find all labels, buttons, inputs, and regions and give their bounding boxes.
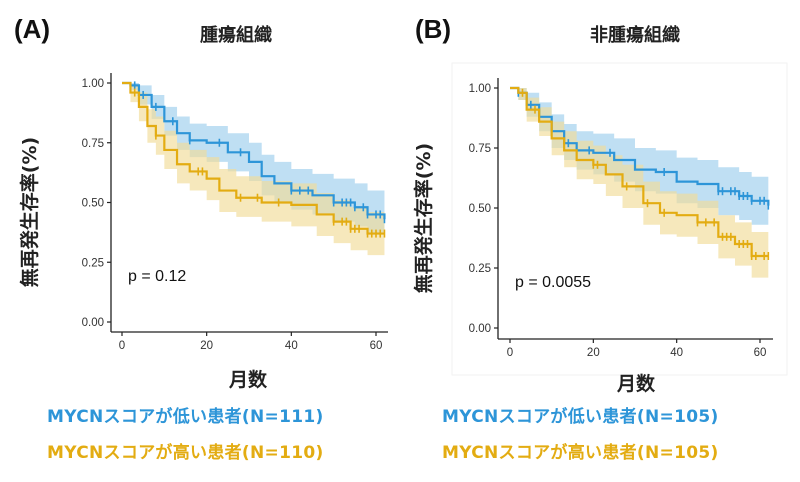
- y-tick-label: 0.00: [469, 323, 491, 335]
- survival-curve-low: [122, 81, 386, 220]
- y-tick-label: 0.25: [469, 263, 491, 275]
- x-tick-label: 20: [587, 347, 600, 359]
- y-tick-label: 0.75: [82, 138, 104, 150]
- x-tick-label: 60: [370, 340, 383, 352]
- y-axis-label: 無再発生存率(%): [412, 143, 435, 293]
- y-tick-label: 0.00: [82, 317, 104, 329]
- y-tick-label: 0.75: [469, 143, 491, 155]
- x-axis-label: 月数: [228, 368, 268, 391]
- y-tick-label: 1.00: [82, 78, 104, 90]
- x-tick-label: 0: [507, 347, 513, 359]
- legend-b-low: MYCNスコアが低い患者(N=105): [442, 402, 719, 427]
- y-tick-label: 1.00: [469, 83, 491, 95]
- legend-b-high-label: MYCNスコアが高い患者(N=105): [442, 443, 719, 463]
- panel-a-title: 腫瘍組織: [200, 25, 272, 46]
- y-tick-label: 0.50: [82, 198, 104, 210]
- ci-band-high: [122, 83, 385, 256]
- legend-a-low: MYCNスコアが低い患者(N=111): [47, 402, 324, 427]
- legend-a-high-label: MYCNスコアが高い患者(N=110): [47, 443, 324, 463]
- panel-b-title: 非腫瘍組織: [590, 25, 680, 46]
- p-value-annotation: p = 0.0055: [515, 274, 591, 291]
- x-tick-label: 40: [670, 347, 683, 359]
- p-value-annotation: p = 0.12: [128, 268, 186, 285]
- y-tick-label: 0.50: [469, 203, 491, 215]
- ci-band-low: [510, 88, 769, 230]
- x-tick-label: 60: [754, 347, 767, 359]
- y-tick-label: 0.25: [82, 257, 104, 269]
- panel-a-label: (A): [14, 14, 51, 44]
- legend-b-high: MYCNスコアが高い患者(N=105): [442, 438, 719, 463]
- x-tick-label: 40: [285, 340, 298, 352]
- panel-frame: [451, 62, 788, 376]
- y-axis-label: 無再発生存率(%): [18, 137, 41, 287]
- legend-a-low-label: MYCNスコアが低い患者(N=111): [47, 407, 324, 427]
- x-tick-label: 20: [200, 340, 213, 352]
- survival-curve-high: [510, 86, 769, 258]
- panel-b-label: (B): [415, 14, 452, 44]
- legend-b-low-label: MYCNスコアが低い患者(N=105): [442, 407, 719, 427]
- ci-band-high: [510, 88, 769, 278]
- x-axis-label: 月数: [616, 372, 656, 395]
- x-tick-label: 0: [119, 340, 125, 352]
- legend-a-high: MYCNスコアが高い患者(N=110): [47, 438, 324, 463]
